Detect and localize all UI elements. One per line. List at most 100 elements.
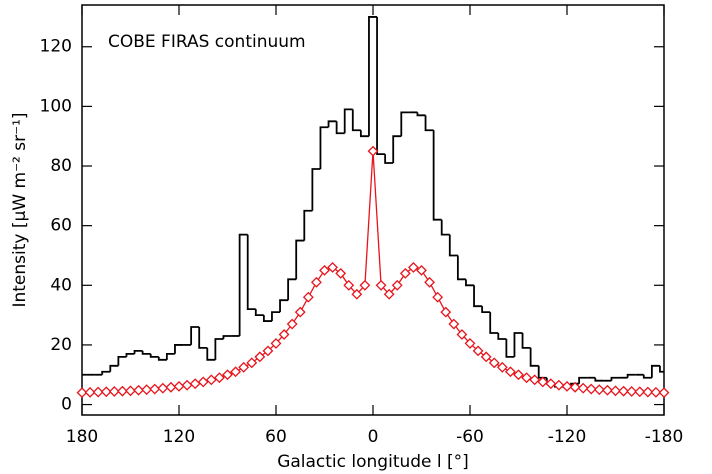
step-bin [610,376,620,381]
step-bin [626,373,636,378]
step-bin [343,108,353,134]
diamond-marker [262,345,274,357]
diamond-marker [343,279,355,291]
step-bin [222,335,232,339]
step-bin [489,312,499,334]
step-bin [287,278,297,301]
diamond-marker [205,374,217,386]
diamond-marker [157,382,169,394]
diamond-marker [480,351,492,363]
diamond-marker [513,369,524,381]
diamond-marker [189,378,201,390]
step-bin [351,109,361,132]
diamond-marker [585,383,597,395]
step-bin [465,279,475,287]
diamond-marker [294,306,306,318]
step-bin [157,356,167,361]
step-bin [165,352,175,360]
diamond-marker [230,366,242,378]
step-bin [214,338,224,360]
diamond-marker [133,384,145,396]
diamond-marker [319,264,330,276]
diamond-marker [472,345,484,357]
step-bin [440,219,450,236]
step-bin [521,333,531,349]
step-bin [319,126,329,169]
diamond-marker [246,357,258,369]
diamond-marker [610,385,621,397]
y-tick-label: 60 [50,216,72,236]
diamond-marker [593,384,605,396]
y-tick-label: 20 [50,335,72,355]
diamond-marker [658,387,670,399]
diamond-marker [424,276,436,288]
step-bin [262,315,272,322]
diamond-marker [448,318,460,330]
x-tick-label: 60 [265,427,287,447]
diamond-marker [634,386,646,398]
step-bin [505,338,515,358]
diamond-marker [197,376,209,388]
diamond-marker [464,338,476,349]
diamond-marker [327,261,339,273]
diamond-marker [92,386,104,398]
step-bin [456,255,466,281]
diamond-marker [76,387,88,399]
diamond-marker [521,372,533,384]
step-bin [101,370,111,375]
diamond-marker [399,267,411,279]
step-bin [481,306,491,314]
step-bin [254,309,264,317]
diamond-marker [601,384,613,396]
diamond-marker [407,261,419,273]
step-bin [327,120,337,128]
step-bin [190,326,200,345]
diamond-marker [504,366,516,378]
x-tick-label: -180 [645,427,684,447]
step-bin [311,168,321,211]
step-bin [141,350,151,355]
step-bin [448,234,458,257]
step-bin [109,364,119,372]
step-bin [359,130,369,138]
diamond-marker [650,386,662,398]
diamond-marker [141,384,153,396]
step-bin [238,233,248,336]
step-bin [271,311,281,322]
step-bin [537,365,547,379]
diamond-marker [456,329,468,340]
step-bin [279,299,289,313]
step-bin [400,111,410,137]
diamond-marker [618,385,630,397]
diamond-marker [116,385,128,397]
diamond-marker [165,381,177,393]
diamond-marker [238,361,250,373]
diamond-marker [254,351,266,363]
step-bin [659,365,664,373]
diamond-marker [100,386,112,398]
diamond-marker [359,279,371,291]
step-bin [206,347,216,361]
step-bin [384,154,394,164]
step-bin [149,353,159,358]
diamond-marker [125,385,136,397]
diamond-marker [577,382,589,394]
diamond-marker [310,276,322,288]
step-bin [529,347,539,367]
diamond-marker [108,386,120,397]
diamond-marker [537,376,549,388]
diamond-marker [375,279,387,291]
diamond-marker [270,338,282,349]
y-tick-label: 80 [50,156,72,176]
diamond-marker [383,288,395,300]
diamond-marker [529,374,541,386]
diamond-marker [335,267,347,279]
diamond-marker [569,381,581,393]
step-bin [376,16,386,155]
step-bin [125,352,135,357]
diamond-marker [642,386,654,398]
x-tick-label: -60 [456,427,484,447]
diamond-marker [286,318,298,330]
x-tick-label: 120 [163,427,195,447]
diamond-marker [173,380,185,392]
